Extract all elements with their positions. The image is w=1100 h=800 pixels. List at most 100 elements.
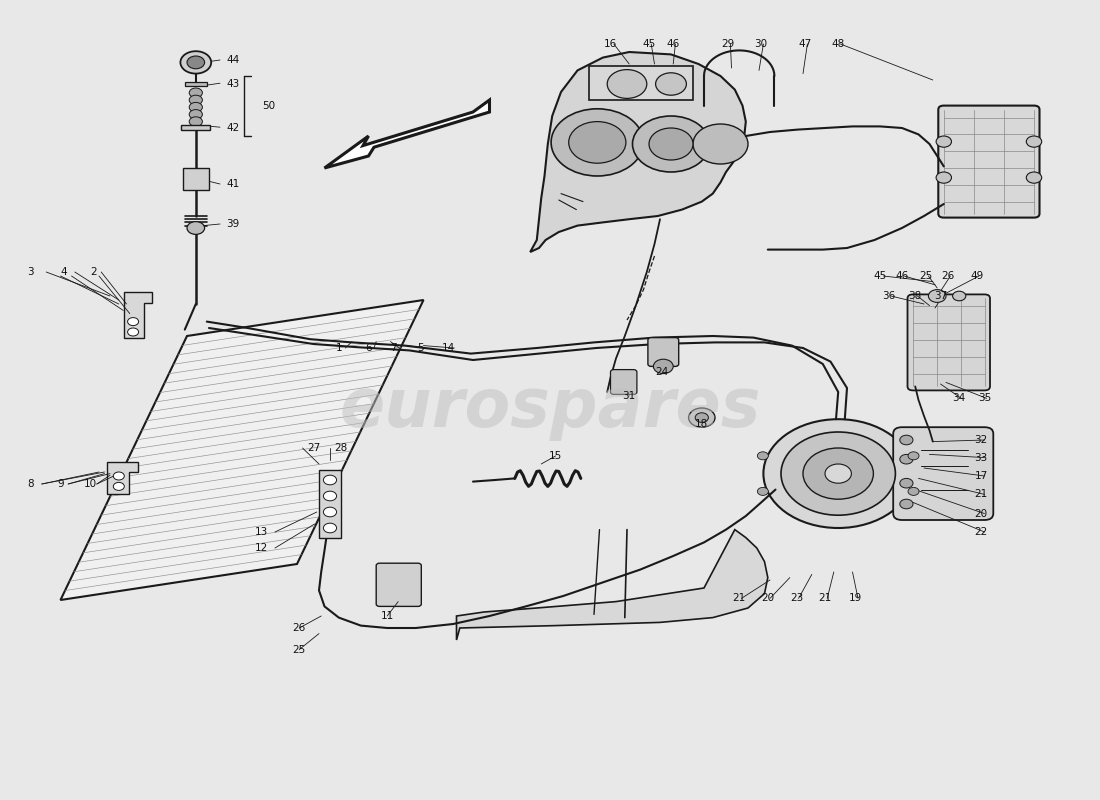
Polygon shape xyxy=(124,292,152,338)
Bar xyxy=(319,470,341,538)
Text: 50: 50 xyxy=(262,102,275,111)
Circle shape xyxy=(908,452,918,460)
Text: 39: 39 xyxy=(227,219,240,229)
Circle shape xyxy=(758,487,769,495)
Text: 13: 13 xyxy=(255,527,268,537)
Circle shape xyxy=(900,435,913,445)
Text: 43: 43 xyxy=(227,79,240,89)
Circle shape xyxy=(1026,172,1042,183)
Text: 18: 18 xyxy=(695,419,708,429)
Circle shape xyxy=(908,487,918,495)
FancyBboxPatch shape xyxy=(376,563,421,606)
Text: 26: 26 xyxy=(293,623,306,633)
Text: 22: 22 xyxy=(975,527,988,537)
Text: 27: 27 xyxy=(307,443,320,453)
Text: 1: 1 xyxy=(336,343,342,353)
Circle shape xyxy=(189,88,202,98)
Text: 25: 25 xyxy=(920,271,933,281)
Text: 21: 21 xyxy=(818,594,832,603)
Text: 34: 34 xyxy=(953,394,966,403)
Polygon shape xyxy=(324,100,490,168)
Text: 23: 23 xyxy=(790,594,803,603)
Text: 41: 41 xyxy=(227,179,240,189)
Bar xyxy=(185,82,207,86)
Polygon shape xyxy=(530,52,746,252)
Text: 15: 15 xyxy=(549,451,562,461)
Circle shape xyxy=(656,73,686,95)
Text: 47: 47 xyxy=(799,39,812,49)
Circle shape xyxy=(928,290,946,302)
Text: 17: 17 xyxy=(975,471,988,481)
Text: 2: 2 xyxy=(90,267,97,277)
Text: 46: 46 xyxy=(667,39,680,49)
Text: eurospares: eurospares xyxy=(339,375,761,441)
Text: 7: 7 xyxy=(390,343,397,353)
Text: 16: 16 xyxy=(604,39,617,49)
Bar xyxy=(588,66,693,100)
Circle shape xyxy=(323,507,337,517)
Circle shape xyxy=(128,318,139,326)
Text: 38: 38 xyxy=(909,291,922,301)
Text: 46: 46 xyxy=(895,271,909,281)
Text: 49: 49 xyxy=(970,271,983,281)
Bar xyxy=(182,125,210,130)
Circle shape xyxy=(953,291,966,301)
Circle shape xyxy=(569,122,626,163)
Circle shape xyxy=(936,136,952,147)
FancyBboxPatch shape xyxy=(893,427,993,520)
Circle shape xyxy=(758,452,769,460)
Circle shape xyxy=(825,464,851,483)
Text: 11: 11 xyxy=(381,611,394,621)
Text: 4: 4 xyxy=(60,267,67,277)
FancyBboxPatch shape xyxy=(610,370,637,394)
Circle shape xyxy=(323,491,337,501)
Text: 12: 12 xyxy=(255,543,268,553)
Circle shape xyxy=(649,128,693,160)
Text: 20: 20 xyxy=(975,509,988,518)
Text: 24: 24 xyxy=(656,367,669,377)
Circle shape xyxy=(936,172,952,183)
Text: 9: 9 xyxy=(57,479,64,489)
Circle shape xyxy=(189,102,202,112)
Text: 48: 48 xyxy=(832,39,845,49)
Circle shape xyxy=(551,109,644,176)
Circle shape xyxy=(189,95,202,105)
Circle shape xyxy=(695,413,708,422)
Circle shape xyxy=(632,116,710,172)
Circle shape xyxy=(323,523,337,533)
Text: 45: 45 xyxy=(873,271,887,281)
Text: 36: 36 xyxy=(882,291,895,301)
Text: 3: 3 xyxy=(28,267,34,277)
Bar xyxy=(183,168,209,190)
Circle shape xyxy=(323,475,337,485)
Circle shape xyxy=(187,56,205,69)
Polygon shape xyxy=(60,300,424,600)
Circle shape xyxy=(113,472,124,480)
Circle shape xyxy=(189,110,202,119)
Text: 5: 5 xyxy=(417,343,424,353)
Circle shape xyxy=(900,478,913,488)
Circle shape xyxy=(689,408,715,427)
Circle shape xyxy=(128,328,139,336)
Text: 6: 6 xyxy=(365,343,372,353)
Text: 35: 35 xyxy=(978,394,991,403)
Text: 19: 19 xyxy=(849,594,862,603)
Circle shape xyxy=(781,432,895,515)
Text: 21: 21 xyxy=(733,594,746,603)
FancyBboxPatch shape xyxy=(938,106,1040,218)
FancyBboxPatch shape xyxy=(648,338,679,366)
Circle shape xyxy=(900,454,913,464)
Text: 8: 8 xyxy=(28,479,34,489)
Text: 25: 25 xyxy=(293,645,306,654)
Polygon shape xyxy=(456,530,768,640)
Text: 32: 32 xyxy=(975,435,988,445)
Text: 28: 28 xyxy=(334,443,348,453)
Text: 30: 30 xyxy=(755,39,768,49)
Circle shape xyxy=(1026,136,1042,147)
Circle shape xyxy=(693,124,748,164)
Circle shape xyxy=(189,117,202,126)
Circle shape xyxy=(803,448,873,499)
Text: 21: 21 xyxy=(975,490,988,499)
Text: 29: 29 xyxy=(722,39,735,49)
Circle shape xyxy=(763,419,913,528)
